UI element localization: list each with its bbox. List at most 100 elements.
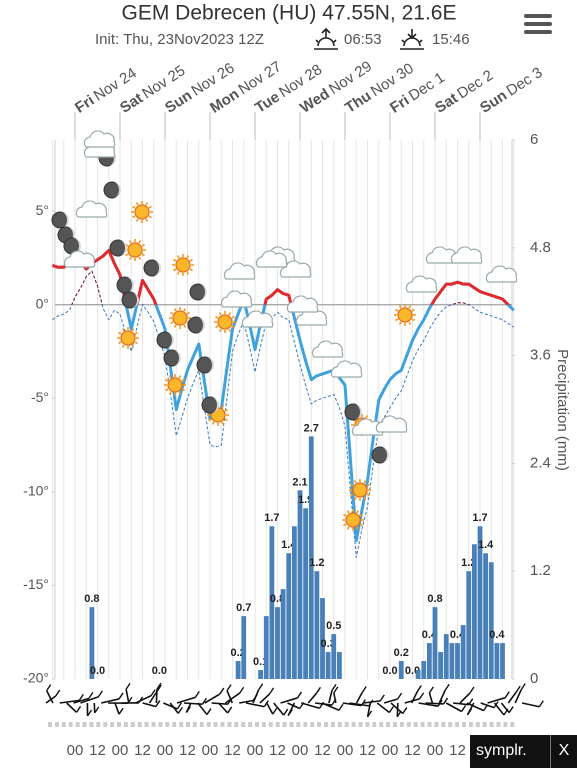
sun-ray [395, 308, 399, 312]
x-tick-label: 00 [292, 742, 309, 759]
wind-barb-flag [283, 708, 289, 716]
sun-ray [231, 315, 235, 319]
sun-ray [353, 480, 357, 484]
precip-bar [494, 643, 500, 679]
sun-icon [117, 327, 139, 349]
wind-dot [117, 722, 121, 727]
precip-bar [466, 571, 472, 679]
precip-label: 1.2 [309, 557, 324, 569]
sun-disc [397, 307, 413, 323]
sun-ray [165, 378, 169, 382]
y-tick-label: -15° [23, 576, 49, 592]
wind-dot [448, 722, 453, 727]
wind-barb-flag [176, 702, 182, 710]
title: GEM Debrecen (HU) 47.55N, 21.6E [122, 2, 457, 25]
wind-dot [303, 722, 308, 727]
wind-barb [425, 702, 444, 705]
wind-barb [204, 693, 221, 704]
wind-barb [224, 692, 241, 704]
sun-ray [398, 321, 402, 325]
wind-dot [406, 722, 411, 727]
ad-banner[interactable]: symplr. X [470, 735, 577, 768]
wind-barb-flag [239, 686, 245, 694]
cloud-shape [220, 290, 253, 308]
precip-bar [455, 643, 460, 679]
sun-ray [132, 215, 136, 219]
y2-tick-label: 4.8 [530, 239, 551, 256]
menu-button[interactable] [524, 14, 552, 34]
moon-icon [163, 349, 181, 367]
ad-brand[interactable]: symplr. [476, 742, 527, 759]
precip-bar [483, 553, 489, 679]
ad-close[interactable]: X [559, 742, 570, 759]
precip-bar [500, 643, 505, 679]
wind-dot [96, 722, 101, 727]
sun-ray [168, 391, 172, 395]
wind-dot [379, 722, 384, 727]
sun-ray [408, 305, 412, 309]
precip-bar [415, 670, 421, 679]
sun-ray [176, 255, 180, 259]
sun-ray [173, 308, 177, 312]
wind-dot [296, 722, 301, 727]
y-tick-label: -5° [31, 389, 49, 405]
sun-disc [175, 257, 191, 273]
sun-ray [343, 523, 347, 527]
wind-barb [428, 692, 434, 704]
sun-disc [217, 314, 233, 330]
sun-ray [148, 215, 152, 219]
wind-barb-flag [460, 705, 467, 712]
wind-dot [482, 722, 487, 727]
cloud-shape [286, 295, 319, 313]
precip-bar [325, 652, 331, 679]
sun-ray [408, 321, 412, 325]
sun-ray [178, 391, 182, 395]
wind-barb-flag [194, 690, 200, 698]
wind-dot [372, 722, 377, 727]
wind-dot [179, 722, 184, 727]
sun-ray [165, 388, 169, 392]
sun-ray [145, 202, 149, 206]
wind-barb-flag [78, 693, 84, 701]
wind-dot [427, 722, 432, 727]
wind-dot [317, 722, 322, 727]
sun-ray [208, 418, 212, 422]
precip-bar [336, 652, 342, 679]
wind-barb-flag [227, 706, 233, 714]
init-time: Init: Thu, 23Nov2023 12Z [95, 31, 264, 48]
sun-ray [228, 328, 232, 332]
wind-barb-flag [226, 684, 232, 692]
sun-icon [164, 374, 186, 396]
wind-dot [510, 722, 515, 727]
wind-barb-flag [88, 691, 94, 699]
wind-dot [199, 722, 204, 727]
wind-barb-flag [156, 682, 162, 690]
precip-bar [443, 634, 449, 679]
sun-ray [186, 311, 190, 315]
sun-ray [224, 408, 228, 412]
sun-ray [135, 218, 139, 222]
moon-crescent [153, 260, 161, 276]
wind-barb [453, 702, 469, 706]
wind-barb [321, 702, 340, 712]
wind-barb-flag [331, 683, 337, 691]
wind-barb-flag [150, 689, 156, 697]
sun-ray [118, 331, 122, 335]
precip-label: 0.7 [236, 602, 251, 614]
precip-bar [398, 661, 404, 679]
wind-dot [324, 722, 328, 727]
moon-icon [109, 239, 127, 257]
sun-icon [394, 304, 416, 326]
sun-ray [135, 202, 139, 206]
sun-icon [169, 307, 191, 329]
wind-dot [434, 722, 439, 727]
wind-barb [114, 702, 120, 715]
sun-ray [363, 496, 367, 500]
cloud-shape [83, 130, 116, 148]
sun-ray [141, 253, 145, 257]
sun-icon [214, 311, 236, 333]
y2-tick-label: 6 [530, 131, 538, 148]
wind-barb [480, 702, 495, 709]
wind-barb [514, 689, 522, 704]
